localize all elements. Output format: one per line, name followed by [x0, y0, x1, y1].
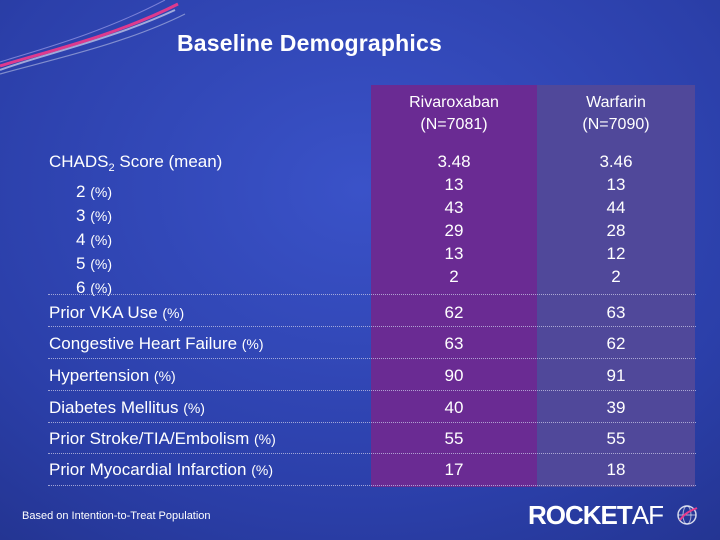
cell-value: 62: [444, 303, 464, 322]
cell-value: 40: [444, 398, 464, 417]
cell-value: 55: [606, 429, 626, 448]
column-header-warfarin: Warfarin (N=7090): [537, 92, 695, 136]
chads-values-rivaroxaban: 3.48 13 43 29 13 2: [371, 150, 537, 288]
chads-score-label: CHADS2 Score (mean): [49, 152, 223, 174]
cell-value: 3.46: [599, 152, 633, 171]
column-n: (N=7081): [420, 116, 488, 133]
footnote: Based on Intention-to-Treat Population: [22, 510, 211, 522]
row-divider: [48, 485, 696, 486]
cell-value: 12: [606, 244, 626, 263]
decorative-swoosh: [0, 0, 186, 75]
column-n: (N=7090): [582, 116, 650, 133]
rocket-af-logo: ROCKETAF: [528, 500, 704, 530]
column-name: Warfarin: [586, 94, 646, 111]
cell-value: 13: [444, 244, 464, 263]
table-row-label: Congestive Heart Failure (%): [49, 334, 264, 353]
chads-sub-row: 4 (%): [76, 230, 112, 249]
cell-value: 13: [606, 175, 626, 194]
cell-value: 28: [606, 221, 626, 240]
chads-sub-row: 6 (%): [76, 278, 112, 297]
cell-value: 44: [606, 198, 626, 217]
cell-value: 62: [606, 334, 626, 353]
chads-row-label: CHADS2 Score (mean) 2 (%) 3 (%) 4 (%) 5 …: [49, 150, 222, 300]
column-header-rivaroxaban: Rivaroxaban (N=7081): [371, 92, 537, 136]
cell-value: 90: [444, 366, 464, 385]
cell-value: 17: [444, 460, 464, 479]
cell-value: 2: [611, 267, 621, 286]
cell-value: 29: [444, 221, 464, 240]
warfarin-column-background: [537, 85, 695, 487]
cell-value: 91: [606, 366, 626, 385]
chads-values-warfarin: 3.46 13 44 28 12 2: [537, 150, 695, 288]
cell-value: 55: [444, 429, 464, 448]
cell-value: 13: [444, 175, 464, 194]
cell-value: 43: [444, 198, 464, 217]
row-divider: [48, 326, 696, 327]
row-divider: [48, 358, 696, 359]
column-name: Rivaroxaban: [409, 94, 499, 111]
table-row-label: Prior Myocardial Infarction (%): [49, 460, 273, 479]
cell-value: 18: [606, 460, 626, 479]
row-divider: [48, 294, 696, 295]
table-row-label: Hypertension (%): [49, 366, 176, 385]
chads-sub-row: 3 (%): [76, 206, 112, 225]
cell-value: 3.48: [437, 152, 471, 171]
rivaroxaban-column-background: [371, 85, 537, 487]
table-row-label: Prior Stroke/TIA/Embolism (%): [49, 429, 276, 448]
chads-sub-row: 2 (%): [76, 182, 112, 201]
table-row-label: Diabetes Mellitus (%): [49, 398, 205, 417]
cell-value: 39: [606, 398, 626, 417]
page-title: Baseline Demographics: [177, 30, 442, 56]
row-divider: [48, 453, 696, 454]
row-divider: [48, 422, 696, 423]
chads-sub-row: 5 (%): [76, 254, 112, 273]
row-divider: [48, 390, 696, 391]
table-row-label: Prior VKA Use (%): [49, 303, 185, 322]
cell-value: 63: [444, 334, 464, 353]
cell-value: 2: [449, 267, 459, 286]
cell-value: 63: [606, 303, 626, 322]
logo-globe-icon: [677, 505, 698, 525]
logo-text: ROCKETAF: [528, 500, 664, 530]
